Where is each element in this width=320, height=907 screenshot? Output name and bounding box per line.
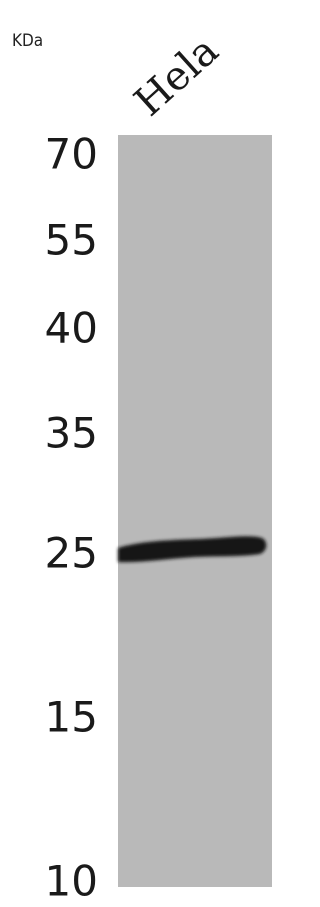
marker-label: 25: [45, 529, 98, 578]
marker-label: 70: [45, 130, 98, 179]
western-blot: KDa Hela 70 55 40 35 25 15 10: [0, 0, 305, 907]
marker-label: 40: [45, 304, 98, 353]
marker-label: 15: [45, 693, 98, 742]
page: {"unit_label": "KDa", "lanes": [{"label"…: [0, 0, 305, 907]
marker-label: 10: [45, 857, 98, 906]
unit-label: KDa: [12, 30, 43, 50]
marker-label: 55: [45, 216, 98, 265]
marker-label: 35: [45, 409, 98, 458]
lane: [118, 135, 272, 887]
